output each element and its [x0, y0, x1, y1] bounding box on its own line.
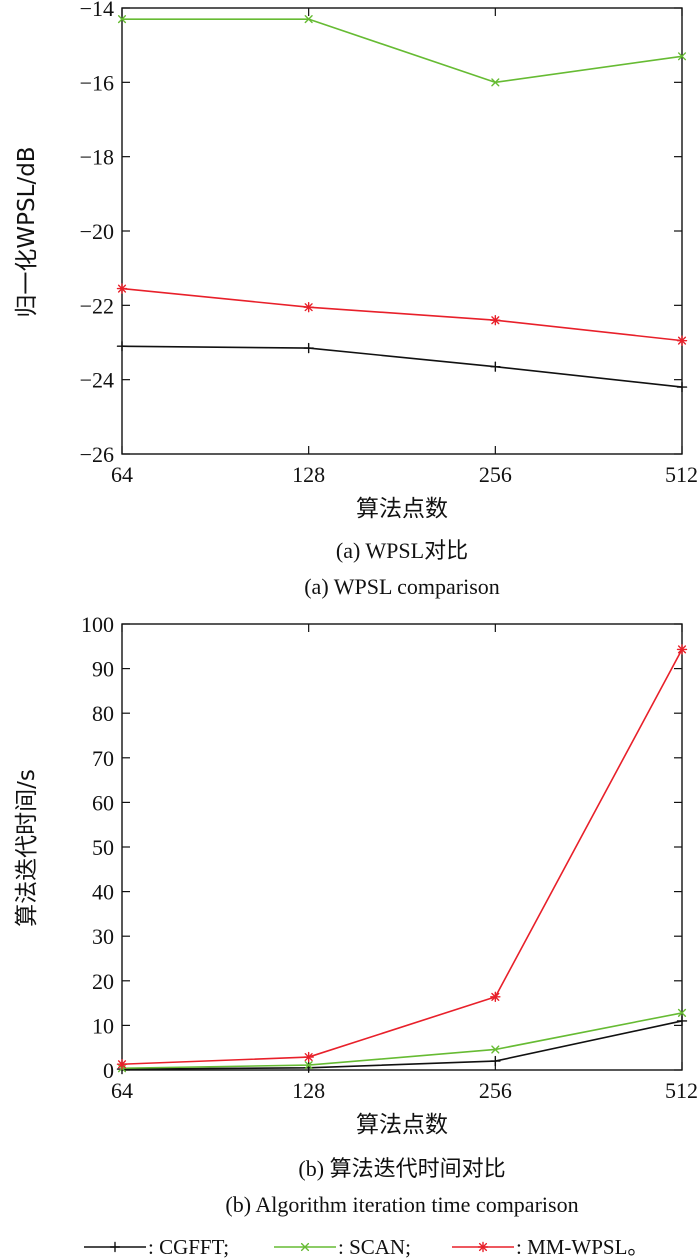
x-ticks-b: 64 128 256 512 [111, 624, 698, 1103]
data-point-cgfft-a [490, 361, 501, 372]
series-b [116, 644, 688, 1075]
x-tick-label-b: 64 [111, 1078, 133, 1103]
data-point-cgfft-a [116, 341, 128, 352]
legend: : CGFFT; : SCAN; : MM-WPSL。 [84, 1235, 648, 1259]
data-point-scan-a [677, 52, 687, 61]
legend-marker-cgfft [109, 1241, 121, 1253]
plot-area-a [121, 7, 683, 455]
y-axis-label-a: 归一化WPSL/dB [14, 146, 40, 317]
data-point-cgfft-a [303, 342, 314, 354]
legend-marker-scan [300, 1242, 310, 1252]
data-point-cgfft-a [676, 381, 688, 393]
panel-a: −14 −16 −18 −20 −22 −24 −26 64 128 256 512 算法点数 归… [14, 0, 698, 599]
caption-b-cn: (b) 算法迭代时间对比 [298, 1156, 505, 1181]
y-tick-label-a: −18 [80, 145, 114, 170]
x-tick-label-b: 512 [665, 1078, 698, 1103]
y-tick-label-a: −22 [80, 293, 114, 318]
y-tick-label-b: 0 [103, 1058, 114, 1083]
y-tick-label-b: 70 [92, 746, 114, 771]
data-point-scan-a [491, 78, 500, 87]
y-axis-label-b: 算法迭代时间/s [14, 769, 40, 927]
data-point-scan-a [117, 15, 127, 24]
x-tick-label-a: 128 [292, 462, 325, 487]
data-point-mm-wpsl-b [303, 1051, 314, 1063]
y-tick-label-b: 80 [92, 701, 114, 726]
y-tick-label-b: 90 [92, 657, 114, 682]
legend-marker-mm-wpsl [477, 1241, 489, 1253]
data-point-scan-a [304, 15, 313, 24]
y-tick-label-a: −24 [80, 368, 114, 393]
caption-a-cn: (a) WPSL对比 [336, 538, 468, 563]
legend-item-mm-wpsl: : MM-WPSL。 [452, 1235, 648, 1259]
legend-label-cgfft: : CGFFT; [148, 1235, 229, 1259]
y-tick-label-b: 50 [92, 835, 114, 860]
y-ticks-b: 0 10 20 30 40 50 60 70 80 90 100 [81, 612, 682, 1083]
series-line-mm-wpsl-b [121, 649, 683, 1066]
x-tick-label-a: 256 [479, 462, 512, 487]
data-point-mm-wpsl-b [676, 644, 688, 655]
legend-item-scan: : SCAN; [274, 1235, 411, 1259]
y-tick-label-a: −20 [80, 219, 114, 244]
data-point-mm-wpsl-a [116, 283, 128, 294]
x-tick-label-a: 64 [111, 462, 133, 487]
x-tick-label-a: 512 [665, 462, 698, 487]
y-tick-label-a: −16 [80, 70, 114, 95]
data-point-cgfft-b [490, 1055, 501, 1067]
y-tick-label-b: 20 [92, 969, 114, 994]
data-point-cgfft-b [676, 1015, 688, 1027]
y-tick-label-b: 40 [92, 880, 114, 905]
data-point-scan-b [677, 1008, 687, 1017]
x-axis-label-b: 算法点数 [356, 1112, 448, 1138]
data-point-scan-b [304, 1061, 313, 1070]
data-point-mm-wpsl-a [676, 335, 688, 346]
data-point-mm-wpsl-b [490, 991, 501, 1003]
legend-label-scan: : SCAN; [338, 1235, 411, 1259]
y-tick-label-a: −26 [80, 442, 114, 467]
y-tick-label-b: 100 [81, 612, 114, 637]
data-point-mm-wpsl-a [490, 315, 501, 326]
series-line-scan-a [122, 18, 683, 84]
x-tick-label-b: 128 [292, 1078, 325, 1103]
data-point-mm-wpsl-a [303, 301, 314, 313]
x-ticks-a: 64 128 256 512 [111, 8, 698, 487]
legend-label-mm-wpsl: : MM-WPSL。 [516, 1235, 648, 1259]
legend-marker-glyph-cgfft [109, 1241, 121, 1253]
series-a [116, 15, 688, 393]
data-point-scan-b [491, 1045, 500, 1054]
series-line-mm-wpsl-a [121, 287, 683, 342]
legend-marker-glyph-mm-wpsl [477, 1241, 489, 1253]
series-line-cgfft-b [121, 1020, 683, 1070]
caption-b-en: (b) Algorithm iteration time comparison [225, 1192, 578, 1217]
legend-marker-glyph-scan [300, 1242, 310, 1252]
y-ticks-a: −14 −16 −18 −20 −22 −24 −26 [80, 0, 682, 467]
series-line-scan-b [121, 1012, 683, 1070]
y-tick-label-b: 30 [92, 924, 114, 949]
y-tick-label-b: 10 [92, 1013, 114, 1038]
plot-area-b [121, 623, 683, 1071]
y-tick-label-a: −14 [80, 0, 114, 21]
caption-a-en: (a) WPSL comparison [304, 574, 500, 599]
series-line-cgfft-a [121, 345, 683, 388]
data-point-mm-wpsl-b [116, 1059, 128, 1070]
legend-item-cgfft: : CGFFT; [84, 1235, 229, 1259]
y-tick-label-b: 60 [92, 790, 114, 815]
x-axis-label-a: 算法点数 [356, 496, 448, 522]
x-tick-label-b: 256 [479, 1078, 512, 1103]
